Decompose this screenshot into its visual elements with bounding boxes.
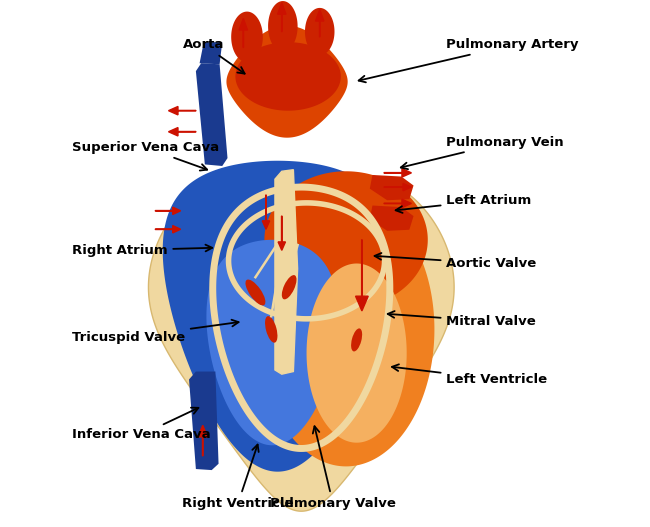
Text: Right Ventricle: Right Ventricle: [182, 445, 294, 510]
Polygon shape: [231, 12, 263, 62]
Text: Aorta: Aorta: [183, 38, 244, 74]
Polygon shape: [370, 206, 413, 231]
Text: Left Atrium: Left Atrium: [396, 194, 532, 213]
Polygon shape: [305, 8, 335, 55]
Ellipse shape: [265, 316, 278, 343]
Ellipse shape: [246, 279, 265, 306]
Text: Tricuspid Valve: Tricuspid Valve: [72, 320, 239, 344]
Text: Pulmonary Valve: Pulmonary Valve: [270, 426, 396, 510]
Text: Superior Vena Cava: Superior Vena Cava: [72, 141, 219, 171]
Polygon shape: [307, 264, 407, 443]
Text: Inferior Vena Cava: Inferior Vena Cava: [72, 408, 211, 441]
FancyArrow shape: [278, 3, 286, 32]
Polygon shape: [162, 161, 393, 472]
FancyArrow shape: [384, 183, 411, 191]
FancyArrow shape: [239, 18, 248, 47]
FancyArrow shape: [168, 106, 196, 115]
Text: Left Ventricle: Left Ventricle: [392, 364, 547, 386]
FancyArrow shape: [263, 195, 270, 229]
Polygon shape: [275, 170, 298, 374]
Polygon shape: [189, 372, 218, 470]
Polygon shape: [200, 42, 222, 64]
FancyArrow shape: [155, 207, 181, 214]
FancyArrow shape: [356, 240, 368, 311]
Text: Right Atrium: Right Atrium: [72, 244, 212, 257]
Polygon shape: [235, 42, 341, 111]
Polygon shape: [258, 198, 434, 466]
FancyArrow shape: [155, 226, 181, 233]
Polygon shape: [148, 175, 454, 511]
Ellipse shape: [351, 328, 362, 352]
FancyArrow shape: [315, 9, 324, 37]
Polygon shape: [196, 63, 228, 166]
Text: Mitral Valve: Mitral Valve: [388, 311, 536, 328]
Polygon shape: [370, 175, 413, 200]
FancyArrow shape: [384, 199, 411, 208]
Text: Aortic Valve: Aortic Valve: [374, 253, 536, 270]
Polygon shape: [268, 1, 298, 52]
Polygon shape: [265, 171, 428, 308]
Ellipse shape: [282, 275, 296, 299]
FancyArrow shape: [384, 169, 411, 177]
FancyArrow shape: [168, 128, 196, 136]
FancyArrow shape: [198, 425, 207, 456]
Text: Pulmonary Vein: Pulmonary Vein: [401, 136, 564, 169]
Polygon shape: [226, 26, 348, 138]
Polygon shape: [207, 240, 338, 445]
Text: Pulmonary Artery: Pulmonary Artery: [359, 38, 578, 82]
FancyArrow shape: [278, 216, 285, 250]
